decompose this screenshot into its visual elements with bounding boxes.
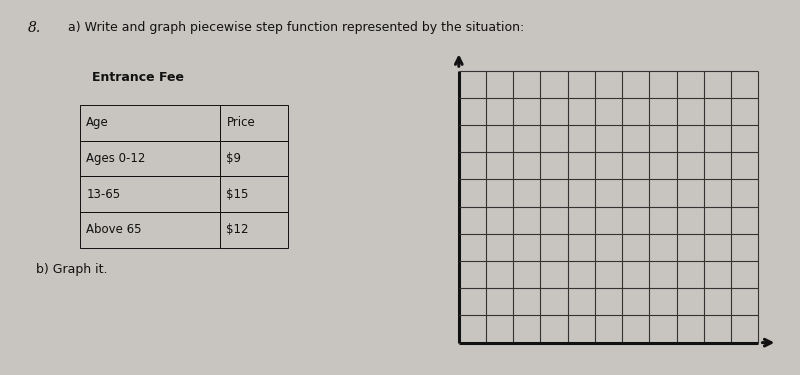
Text: a) Write and graph piecewise step function represented by the situation:: a) Write and graph piecewise step functi… [68,21,524,34]
Text: $15: $15 [226,188,249,201]
Text: Age: Age [86,116,109,129]
Text: 8.: 8. [28,21,42,34]
Text: $9: $9 [226,152,242,165]
Text: Price: Price [226,116,255,129]
Text: Above 65: Above 65 [86,223,142,236]
Text: Entrance Fee: Entrance Fee [92,71,184,84]
Text: 13-65: 13-65 [86,188,121,201]
Text: Ages 0-12: Ages 0-12 [86,152,146,165]
Text: b) Graph it.: b) Graph it. [36,262,107,276]
Text: $12: $12 [226,223,249,236]
